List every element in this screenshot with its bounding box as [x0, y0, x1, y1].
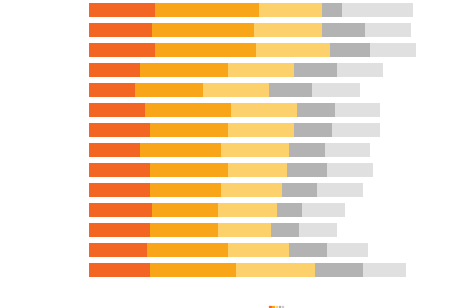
Bar	[152, 23, 254, 37]
Bar	[140, 63, 228, 77]
Bar	[289, 143, 325, 157]
Bar	[231, 103, 297, 117]
Bar	[272, 223, 299, 237]
Bar	[89, 83, 135, 97]
Bar	[342, 3, 413, 17]
Bar	[203, 83, 269, 97]
Bar	[317, 183, 363, 197]
Bar	[89, 123, 150, 137]
Bar	[297, 103, 335, 117]
Bar	[256, 43, 330, 57]
Bar	[315, 263, 363, 278]
Bar	[89, 23, 152, 37]
Bar	[218, 223, 272, 237]
Bar	[89, 223, 150, 237]
Bar	[302, 203, 345, 217]
Bar	[89, 163, 150, 177]
Bar	[150, 163, 228, 177]
Bar	[218, 203, 277, 217]
Bar	[325, 143, 370, 157]
Bar	[330, 43, 370, 57]
Bar	[294, 123, 332, 137]
Bar	[221, 183, 281, 197]
Bar	[228, 163, 287, 177]
Bar	[312, 83, 360, 97]
Bar	[335, 103, 380, 117]
Bar	[228, 63, 294, 77]
Bar	[89, 243, 147, 257]
Bar	[322, 23, 365, 37]
Bar	[89, 183, 150, 197]
Bar	[89, 43, 155, 57]
Bar	[259, 3, 322, 17]
Bar	[89, 143, 140, 157]
Bar	[277, 203, 302, 217]
Bar	[269, 83, 312, 97]
Bar	[152, 203, 218, 217]
Bar	[327, 243, 368, 257]
Bar	[289, 243, 327, 257]
Bar	[150, 263, 236, 278]
Bar	[140, 143, 221, 157]
Bar	[147, 243, 228, 257]
Bar	[322, 3, 342, 17]
Bar	[327, 163, 373, 177]
Legend: , , , , : , , , ,	[269, 305, 285, 307]
Bar	[287, 163, 327, 177]
Bar	[254, 23, 322, 37]
Bar	[365, 23, 411, 37]
Bar	[150, 183, 221, 197]
Bar	[337, 63, 383, 77]
Bar	[89, 63, 140, 77]
Bar	[332, 123, 380, 137]
Bar	[145, 103, 231, 117]
Bar	[89, 3, 155, 17]
Bar	[221, 143, 289, 157]
Bar	[150, 223, 218, 237]
Bar	[294, 63, 337, 77]
Bar	[150, 123, 228, 137]
Bar	[299, 223, 337, 237]
Bar	[228, 123, 294, 137]
Bar	[363, 263, 406, 278]
Bar	[281, 183, 317, 197]
Bar	[370, 43, 416, 57]
Bar	[155, 43, 256, 57]
Bar	[135, 83, 203, 97]
Bar	[155, 3, 259, 17]
Bar	[89, 263, 150, 278]
Bar	[89, 103, 145, 117]
Bar	[236, 263, 315, 278]
Bar	[89, 203, 152, 217]
Bar	[228, 243, 289, 257]
